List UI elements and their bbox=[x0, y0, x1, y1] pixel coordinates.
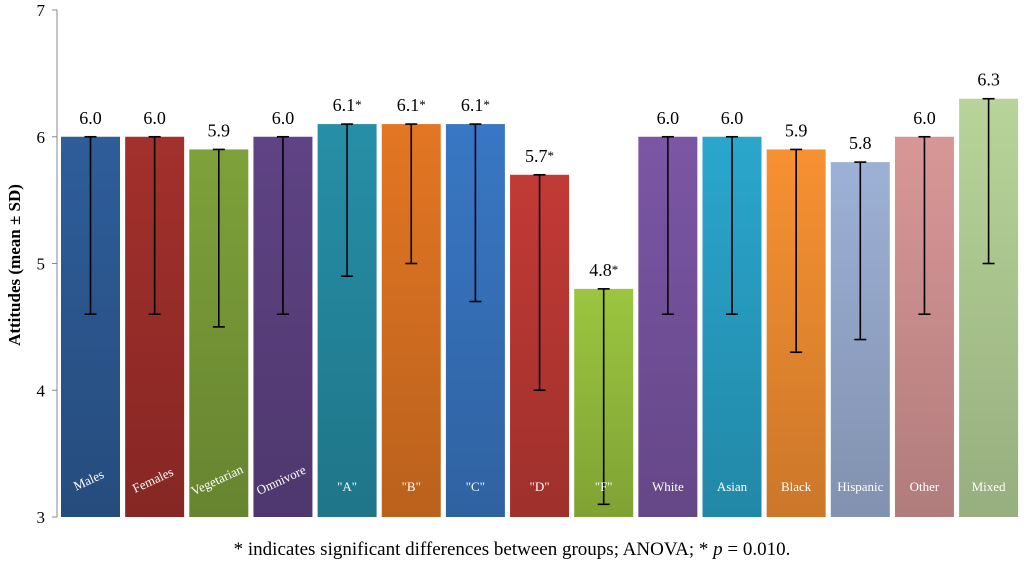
y-tick-label: 3 bbox=[37, 508, 46, 527]
category-label: White bbox=[652, 479, 684, 494]
category-label: "D" bbox=[530, 479, 550, 494]
data-label: 6.0 bbox=[272, 108, 295, 128]
data-label: 6.0 bbox=[79, 108, 102, 128]
y-tick-label: 5 bbox=[37, 255, 46, 274]
category-label: Black bbox=[781, 479, 812, 494]
category-label: Other bbox=[910, 479, 940, 494]
data-label: 4.8* bbox=[589, 260, 618, 280]
category-label: Asian bbox=[717, 479, 748, 494]
category-label: Mixed bbox=[972, 479, 1006, 494]
data-label: 5.9 bbox=[785, 120, 808, 140]
significance-mark: * bbox=[483, 97, 490, 112]
significance-mark: * bbox=[419, 97, 426, 112]
data-label: 6.1* bbox=[461, 95, 490, 115]
data-label: 6.1* bbox=[333, 95, 362, 115]
data-label: 5.7* bbox=[525, 146, 554, 166]
y-tick-label: 4 bbox=[37, 381, 46, 400]
significance-mark: * bbox=[612, 262, 619, 277]
y-axis-label: Attitudes (mean ± SD) bbox=[5, 184, 24, 346]
category-label: "C" bbox=[466, 479, 485, 494]
data-label: 6.0 bbox=[657, 108, 680, 128]
data-label: 6.3 bbox=[977, 70, 1000, 90]
category-label: Hispanic bbox=[837, 479, 883, 494]
y-tick-label: 6 bbox=[37, 128, 46, 147]
y-tick-label: 7 bbox=[37, 1, 46, 20]
significance-mark: * bbox=[355, 97, 362, 112]
data-label: 5.9 bbox=[208, 120, 231, 140]
data-label: 6.0 bbox=[721, 108, 744, 128]
category-label: "F" bbox=[595, 479, 613, 494]
data-label: 6.0 bbox=[143, 108, 166, 128]
significance-mark: * bbox=[548, 148, 555, 163]
category-label: "A" bbox=[337, 479, 357, 494]
category-label: "B" bbox=[402, 479, 421, 494]
data-label: 6.0 bbox=[913, 108, 936, 128]
data-label: 5.8 bbox=[849, 133, 872, 153]
footnote: * indicates significant differences betw… bbox=[233, 539, 791, 560]
data-label: 6.1* bbox=[397, 95, 426, 115]
